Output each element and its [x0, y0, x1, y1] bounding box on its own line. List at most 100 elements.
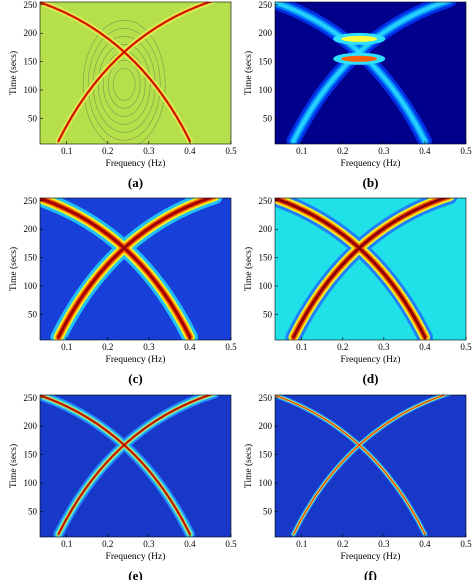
ridge	[40, 2, 191, 142]
y-axis-label: Time (secs)	[8, 444, 19, 488]
y-tick-label: 200	[259, 224, 273, 234]
ridge	[275, 2, 427, 144]
y-axis-label: Time (secs)	[8, 247, 19, 291]
panel: 0.1 0.2 0.3 0.4 0.5 50 100 150 200 250 Frequency (…	[8, 393, 237, 580]
fringe	[87, 28, 161, 141]
ridge-peak	[341, 55, 378, 62]
y-tick-label: 150	[259, 57, 273, 67]
y-tick-label: 50	[28, 309, 38, 319]
x-tick-label: 0.4	[184, 342, 196, 352]
x-tick-label: 0.3	[143, 342, 155, 352]
panel: 0.1 0.2 0.3 0.4 0.5 50 100 150 200 250 Frequency (…	[243, 196, 472, 386]
y-tick-label: 50	[263, 506, 273, 516]
caption: (f)	[364, 568, 377, 580]
y-tick-label: 200	[259, 28, 273, 38]
x-tick-label: 0.5	[460, 146, 472, 156]
y-axis-label: Time (secs)	[243, 444, 254, 488]
spectrogram	[275, 395, 466, 537]
spectrogram	[275, 198, 466, 340]
plot-frame	[274, 197, 467, 341]
spectrogram	[40, 198, 231, 340]
x-tick-label: 0.4	[184, 539, 196, 549]
y-tick-label: 200	[24, 421, 38, 431]
caption: (a)	[128, 175, 143, 190]
panel: 0.1 0.2 0.3 0.4 0.5 50 100 150 200 250 Frequency (…	[243, 0, 472, 190]
y-tick-label: 150	[24, 253, 38, 263]
x-tick-label: 0.2	[337, 342, 348, 352]
plot-frame	[39, 1, 232, 145]
y-tick-label: 150	[24, 450, 38, 460]
plot-frame	[39, 394, 232, 538]
x-tick-label: 0.1	[296, 146, 307, 156]
x-tick-label: 0.4	[419, 146, 431, 156]
x-tick-label: 0.1	[61, 539, 72, 549]
x-tick-label: 0.2	[102, 539, 113, 549]
fringe	[107, 60, 141, 109]
y-tick-label: 200	[259, 421, 273, 431]
x-tick-label: 0.5	[460, 539, 472, 549]
caption: (e)	[128, 568, 142, 580]
y-tick-label: 50	[28, 113, 38, 123]
caption: (b)	[363, 175, 379, 190]
x-tick-label: 0.1	[61, 342, 72, 352]
x-axis-label: Frequency (Hz)	[106, 158, 166, 169]
y-tick-label: 50	[28, 506, 38, 516]
x-tick-label: 0.1	[61, 146, 72, 156]
x-tick-label: 0.3	[143, 539, 155, 549]
fringe	[97, 44, 151, 125]
x-tick-label: 0.4	[419, 539, 431, 549]
y-tick-label: 250	[24, 393, 38, 403]
panel: 0.1 0.2 0.3 0.4 0.5 50 100 150 200 250 Frequency (…	[8, 0, 237, 190]
x-axis-label: Frequency (Hz)	[341, 158, 401, 169]
y-axis-label: Time (secs)	[8, 51, 19, 95]
ridge	[40, 198, 192, 339]
y-tick-label: 200	[24, 28, 38, 38]
x-axis-label: Frequency (Hz)	[106, 551, 166, 562]
y-tick-label: 150	[259, 253, 273, 263]
y-tick-label: 250	[24, 196, 38, 206]
y-axis-label: Time (secs)	[243, 51, 254, 95]
y-tick-label: 100	[259, 281, 273, 291]
y-tick-label: 250	[259, 196, 273, 206]
fringe	[82, 20, 166, 144]
plot-frame	[39, 197, 232, 341]
x-tick-label: 0.4	[184, 146, 196, 156]
y-tick-label: 50	[263, 309, 273, 319]
y-tick-label: 100	[24, 85, 38, 95]
y-axis-label: Time (secs)	[243, 247, 254, 291]
ridge	[275, 395, 426, 535]
plot-frame	[274, 1, 467, 145]
caption: (c)	[128, 371, 142, 386]
x-axis-label: Frequency (Hz)	[106, 354, 166, 365]
spectrogram	[40, 395, 231, 537]
x-tick-label: 0.2	[337, 539, 348, 549]
x-tick-label: 0.4	[419, 342, 431, 352]
x-tick-label: 0.2	[102, 342, 113, 352]
ridge	[40, 395, 191, 535]
y-tick-label: 150	[259, 450, 273, 460]
x-tick-label: 0.3	[378, 146, 390, 156]
x-tick-label: 0.3	[378, 539, 390, 549]
plot-frame	[274, 394, 467, 538]
y-tick-label: 150	[24, 57, 38, 67]
x-tick-label: 0.2	[102, 146, 113, 156]
x-tick-label: 0.2	[337, 146, 348, 156]
y-tick-label: 100	[24, 478, 38, 488]
y-tick-label: 200	[24, 224, 38, 234]
ridge	[275, 198, 427, 339]
x-tick-label: 0.1	[296, 539, 307, 549]
x-tick-label: 0.1	[296, 342, 307, 352]
x-tick-label: 0.3	[143, 146, 155, 156]
x-tick-label: 0.3	[378, 342, 390, 352]
x-axis-label: Frequency (Hz)	[341, 551, 401, 562]
x-tick-label: 0.5	[225, 146, 237, 156]
y-tick-label: 100	[24, 281, 38, 291]
panel: 0.1 0.2 0.3 0.4 0.5 50 100 150 200 250 Frequency (…	[243, 393, 472, 580]
x-tick-label: 0.5	[225, 539, 237, 549]
panel: 0.1 0.2 0.3 0.4 0.5 50 100 150 200 250 Frequency (…	[8, 196, 237, 386]
spectrogram	[40, 2, 231, 144]
y-tick-label: 100	[259, 478, 273, 488]
fringe	[112, 68, 136, 101]
caption: (d)	[363, 371, 379, 386]
